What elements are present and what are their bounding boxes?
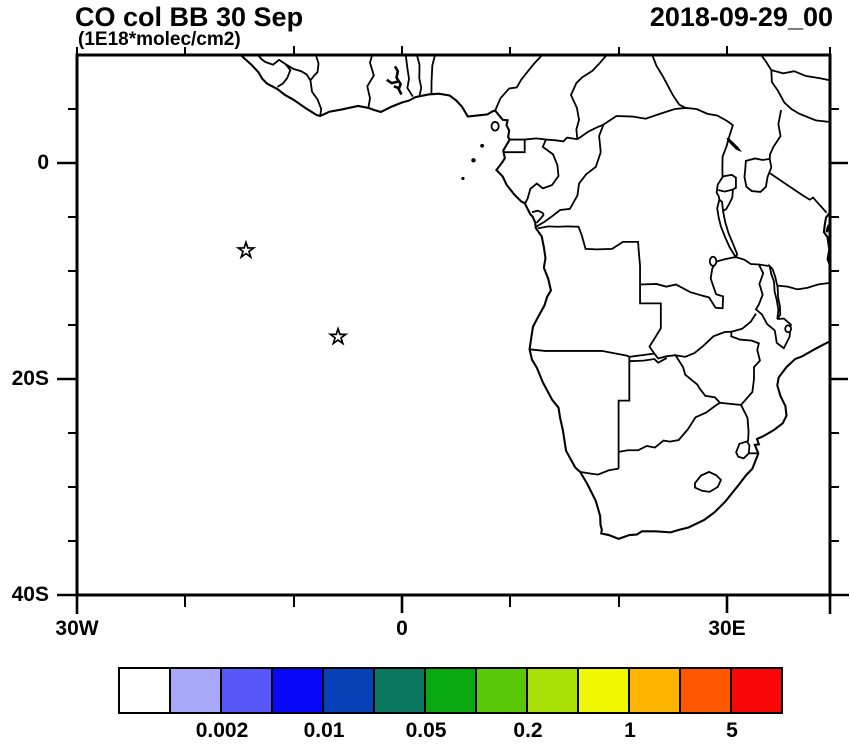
- tanzania-coastline: [824, 212, 830, 266]
- units-label: (1E18*molec/cm2): [78, 29, 241, 50]
- colorbar-cell: [426, 669, 477, 712]
- africa-coastline: [241, 55, 831, 539]
- y-axis-tick-label-40s: 40S: [11, 583, 49, 606]
- colorbar-cell: [528, 669, 579, 712]
- colorbar-cell: [171, 669, 222, 712]
- country-borders: [258, 55, 830, 492]
- map-markers: [235, 239, 349, 346]
- colorbar-cell: [375, 669, 426, 712]
- timestamp-label: 2018-09-29_00: [649, 2, 833, 32]
- star-marker: [327, 326, 349, 346]
- colorbar-label-4: 1: [624, 719, 636, 742]
- colorbar-cell: [477, 669, 528, 712]
- eswatini-border: [736, 441, 749, 458]
- principe-island: [481, 144, 484, 147]
- lake-victoria: [744, 158, 771, 191]
- annobon-island: [462, 177, 464, 179]
- colorbar-label-1: 0.01: [303, 719, 345, 742]
- colorbar-cell: [681, 669, 732, 712]
- x-axis-tick-label-30e: 30E: [708, 617, 746, 640]
- x-axis-tick-label-0: 0: [396, 617, 408, 640]
- plot-title: CO col BB 30 Sep: [75, 2, 304, 32]
- map-geography: [241, 55, 831, 539]
- lake-mweru: [710, 257, 716, 266]
- lake-malawi: [770, 266, 781, 319]
- colorbar-cell: [273, 669, 324, 712]
- colorbar-cell: [630, 669, 681, 712]
- colorbar-label-0: 0.002: [195, 719, 249, 742]
- colorbar-label-3: 0.2: [513, 719, 543, 742]
- x-axis-tick-label-30w: 30W: [55, 617, 99, 640]
- lake-chilwa: [785, 325, 791, 332]
- axis-ticks: [57, 46, 849, 614]
- colorbar-label-2: 0.05: [405, 719, 447, 742]
- lake-volta: [387, 66, 402, 94]
- bioko-island: [492, 122, 499, 131]
- lake-albert: [727, 138, 739, 150]
- colorbar-cell: [579, 669, 630, 712]
- lakes: [387, 66, 791, 332]
- colorbar-cell: [222, 669, 273, 712]
- colorbar: [118, 667, 783, 714]
- y-axis-tick-label-20s: 20S: [11, 367, 49, 390]
- colorbar-cell: [324, 669, 375, 712]
- sao-tome-island: [472, 159, 475, 162]
- star-marker: [235, 239, 257, 260]
- colorbar-cell: [732, 669, 781, 712]
- colorbar-cell: [120, 669, 171, 712]
- lake-tanganyika: [717, 200, 737, 257]
- colorbar-label-5: 5: [726, 719, 738, 742]
- y-axis-tick-label-0: 0: [37, 151, 49, 174]
- lesotho-border: [695, 472, 721, 492]
- map-frame: [75, 53, 832, 597]
